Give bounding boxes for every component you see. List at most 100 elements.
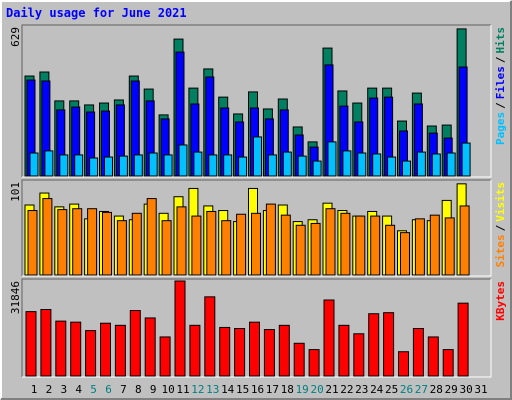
x-tick-label: 27 [415, 383, 428, 396]
bar [342, 150, 352, 177]
bar [238, 156, 248, 177]
bar [431, 153, 441, 177]
x-tick-label: 7 [120, 383, 127, 396]
x-tick-label: 2 [46, 383, 53, 396]
bar [89, 157, 99, 177]
bar [338, 324, 350, 377]
x-tick-label: 9 [150, 383, 157, 396]
bar [310, 222, 321, 276]
bar [236, 213, 247, 276]
x-tick-label: 12 [191, 383, 204, 396]
bar [102, 211, 112, 276]
bar [412, 328, 424, 377]
bar [457, 302, 469, 377]
bar [70, 321, 82, 377]
bar [114, 324, 126, 377]
bar [87, 208, 98, 276]
bar [385, 224, 396, 276]
x-tick-label: 6 [105, 383, 112, 396]
bar [368, 313, 380, 377]
bar [118, 155, 128, 177]
bar [57, 209, 68, 276]
x-tick-label: 24 [370, 383, 384, 396]
bar [265, 203, 276, 276]
bar [176, 206, 187, 276]
bar [133, 154, 143, 177]
bar [282, 151, 292, 177]
x-tick-label: 10 [161, 383, 174, 396]
bar [25, 311, 37, 377]
x-tick-label: 26 [400, 383, 413, 396]
legend: KBytes [494, 281, 507, 321]
bar [59, 154, 69, 177]
x-tick-label: 4 [75, 383, 82, 396]
bar [267, 154, 277, 177]
bar [325, 208, 336, 276]
legend: Pages / Files / Hits [494, 27, 507, 145]
bar [189, 324, 201, 377]
bar [429, 214, 440, 276]
bar [312, 160, 322, 177]
plot-border-light [22, 25, 492, 178]
plot-border-light [22, 279, 492, 378]
bar [116, 220, 127, 276]
bar [295, 224, 306, 276]
bar [278, 324, 290, 377]
x-tick-label: 11 [176, 383, 189, 396]
plot-border-dark [21, 179, 491, 276]
bar [459, 205, 470, 276]
bar [427, 336, 439, 377]
bar [27, 210, 38, 276]
y-tick-label: 101 [9, 182, 22, 202]
plot-border-dark [21, 24, 491, 177]
bar [253, 136, 262, 177]
bar [193, 151, 203, 177]
x-tick-label: 28 [430, 383, 443, 396]
legend: Sites / Visits [494, 182, 507, 268]
bar [327, 141, 337, 177]
bar [29, 152, 39, 177]
bar [129, 310, 141, 377]
bar [131, 212, 142, 276]
bar [340, 212, 351, 276]
legend-entry: Hits [494, 27, 507, 54]
bar [204, 296, 216, 377]
x-tick-label: 16 [251, 383, 264, 396]
bar [372, 153, 382, 177]
bar [40, 309, 52, 377]
x-tick-label: 14 [221, 383, 235, 396]
bar [442, 349, 454, 377]
x-tick-label: 19 [296, 383, 309, 396]
bar [357, 152, 367, 177]
legend-entry: Files [494, 66, 507, 99]
bar [308, 349, 320, 377]
bar [234, 328, 246, 377]
x-tick-label: 23 [355, 383, 368, 396]
bar [44, 150, 54, 177]
legend-entry: Sites [494, 234, 507, 267]
bar [249, 321, 260, 377]
bar [280, 214, 291, 276]
bar [163, 154, 173, 177]
plot-border-dark [21, 278, 491, 377]
legend-separator: / [494, 224, 507, 231]
legend-entry: Visits [494, 182, 507, 222]
bar [42, 198, 53, 276]
x-tick-label: 21 [325, 383, 338, 396]
legend-entry: KBytes [494, 281, 507, 321]
bar [144, 317, 156, 377]
x-tick-label: 20 [310, 383, 323, 396]
bar [263, 329, 275, 377]
x-tick-label: 17 [266, 383, 279, 396]
bar [461, 142, 471, 177]
plot-border-light [22, 180, 492, 277]
x-tick-label: 1 [31, 383, 38, 396]
x-tick-label: 13 [206, 383, 219, 396]
bar [355, 215, 366, 276]
bar [148, 152, 158, 177]
bar [251, 212, 261, 276]
bar [206, 210, 217, 276]
bar [400, 232, 410, 276]
